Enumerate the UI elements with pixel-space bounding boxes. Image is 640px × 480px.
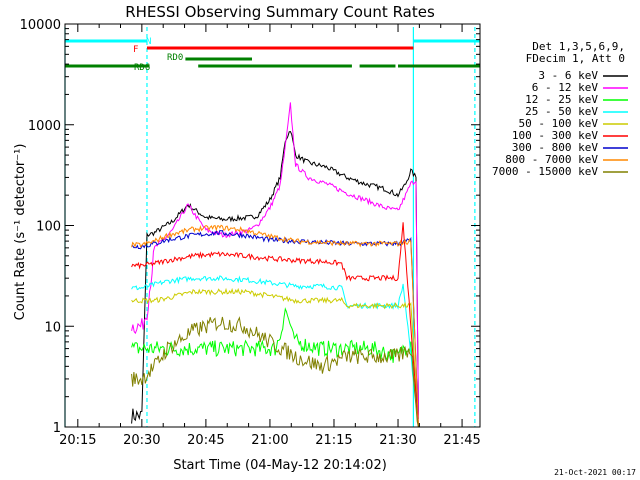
legend-entry-label: 50 - 100 keV [519, 117, 599, 130]
x-tick-label: 21:30 [379, 433, 416, 448]
annotation-label-rd0: RD0 [167, 53, 183, 63]
axes-layer: 20:15 20:30 20:45 21:00 21:15 21:30 21:45 1 10 10… [20, 18, 481, 448]
series-line-1 [131, 102, 419, 420]
annotation-label-n: N [146, 37, 151, 47]
x-axis-label: Start Time (04-May-12 20:14:02) [173, 458, 387, 473]
annotation-label-rd6: RD6 [134, 63, 150, 73]
series-line-3 [131, 275, 419, 428]
x-tick-label: 21:00 [251, 433, 288, 448]
legend-entry-label: 25 - 50 keV [525, 105, 598, 118]
legend-entry-label: 100 - 300 keV [512, 129, 598, 142]
legend-entry-label: 3 - 6 keV [538, 69, 598, 82]
x-tick-label: 21:45 [443, 433, 480, 448]
chart-title: RHESSI Observing Summary Count Rates [125, 3, 435, 21]
y-tick-label: 1000 [28, 119, 61, 134]
series-line-0 [131, 131, 419, 424]
timestamp: 21-Oct-2021 00:17 [554, 468, 636, 477]
legend: Det 1,3,5,6,9,FDecim 1, Att 0 3 - 6 keV6 … [492, 40, 628, 178]
y-tick-label: 100 [36, 220, 61, 235]
y-tick-label: 1 [53, 421, 61, 436]
series-line-6 [131, 229, 419, 428]
legend-entry-label: 6 - 12 keV [532, 81, 599, 94]
legend-header-line: FDecim 1, Att 0 [526, 52, 625, 65]
series-line-7 [131, 224, 419, 428]
series-line-2 [131, 307, 419, 428]
legend-header-line: Det 1,3,5,6,9, [532, 40, 625, 53]
series-layer [131, 102, 419, 428]
annotation-label-f: F [133, 45, 138, 55]
x-tick-label: 20:30 [123, 433, 160, 448]
series-line-4 [131, 287, 419, 428]
y-tick-label: 10 [44, 320, 61, 335]
y-axis-label: Count Rate (s⁻¹ detector⁻¹) [13, 144, 28, 321]
legend-entry-label: 300 - 800 keV [512, 141, 598, 154]
y-tick-label: 10000 [20, 18, 61, 33]
legend-entry-label: 7000 - 15000 keV [492, 165, 598, 178]
x-tick-label: 20:45 [187, 433, 224, 448]
series-line-5 [131, 222, 419, 428]
x-tick-label: 21:15 [315, 433, 352, 448]
legend-entry-label: 800 - 7000 keV [505, 153, 598, 166]
annotation-layer: NF RD0 RD6 [64, 27, 480, 427]
legend-entry-label: 12 - 25 keV [525, 93, 598, 106]
x-tick-label: 20:15 [59, 433, 96, 448]
series-line-8 [131, 316, 419, 428]
